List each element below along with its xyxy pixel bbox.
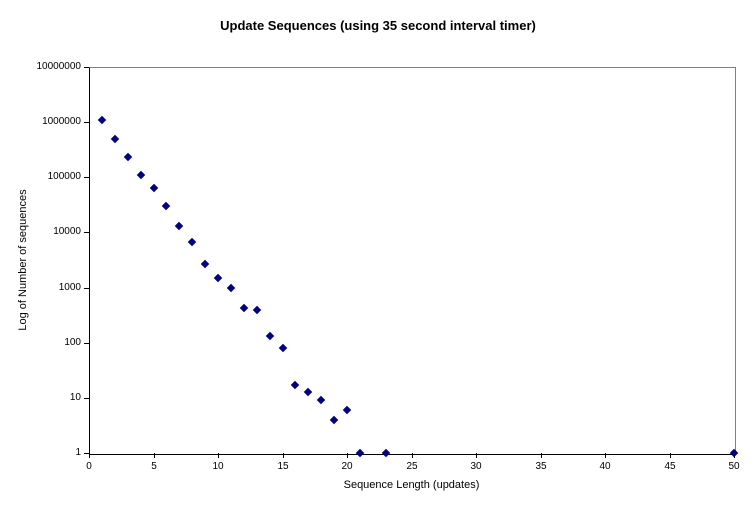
x-axis-tick (89, 453, 90, 458)
y-axis-tick (84, 343, 89, 344)
x-tick-label: 50 (728, 461, 740, 472)
y-tick-label: 10000000 (36, 61, 82, 72)
x-axis-tick (347, 453, 348, 458)
x-axis-tick (218, 453, 219, 458)
x-tick-label: 45 (664, 461, 676, 472)
y-axis-tick (84, 453, 89, 454)
x-axis-tick (154, 453, 155, 458)
x-tick-label: 10 (212, 461, 224, 472)
x-tick-label: 15 (277, 461, 289, 472)
y-axis-tick (84, 122, 89, 123)
x-axis-tick (541, 453, 542, 458)
y-tick-label: 10 (69, 392, 81, 403)
y-axis-tick (84, 177, 89, 178)
x-tick-label: 25 (406, 461, 418, 472)
x-tick-label: 0 (86, 461, 92, 472)
plot-area (89, 67, 736, 455)
x-axis-title: Sequence Length (updates) (343, 479, 480, 491)
x-tick-label: 30 (470, 461, 482, 472)
chart-title: Update Sequences (using 35 second interv… (220, 18, 536, 33)
x-tick-label: 35 (535, 461, 547, 472)
x-axis-tick (605, 453, 606, 458)
x-axis-tick (670, 453, 671, 458)
y-tick-label: 1 (75, 447, 81, 458)
y-tick-label: 10000 (53, 226, 81, 237)
y-axis-tick (84, 232, 89, 233)
data-point (729, 448, 739, 458)
x-axis-tick (412, 453, 413, 458)
x-tick-label: 40 (599, 461, 611, 472)
x-tick-label: 5 (151, 461, 157, 472)
x-tick-label: 20 (341, 461, 353, 472)
y-tick-label: 1000 (58, 282, 81, 293)
y-axis-tick (84, 398, 89, 399)
y-tick-label: 100 (64, 337, 81, 348)
y-axis-tick (84, 288, 89, 289)
x-axis-tick (476, 453, 477, 458)
y-tick-label: 100000 (47, 171, 81, 182)
x-axis-tick (283, 453, 284, 458)
y-tick-label: 1000000 (42, 116, 81, 127)
y-axis-title: Log of Number of sequences (17, 189, 29, 331)
y-axis-tick (84, 67, 89, 68)
